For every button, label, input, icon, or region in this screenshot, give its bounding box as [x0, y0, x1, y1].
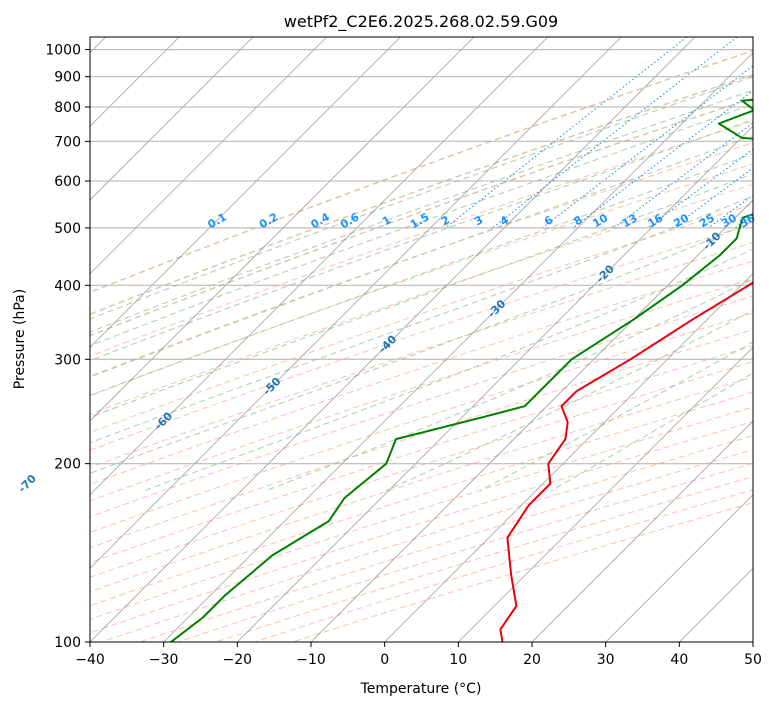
y-axis-label: Pressure (hPa): [12, 289, 28, 389]
isotherm-line: [90, 37, 548, 496]
isotherm-line: [90, 37, 696, 642]
dry-adiabat: [90, 142, 753, 377]
dry-adiabat: [90, 183, 753, 415]
dry-adiabat: [90, 74, 753, 316]
isotherm-line: [310, 199, 753, 642]
y-tick-label: 600: [54, 174, 81, 190]
isotherm-line: [90, 37, 254, 201]
y-tick-label: 500: [54, 221, 81, 237]
dry-adiabat: [90, 49, 753, 294]
mixing-ratio-line: [572, 90, 753, 229]
plot-frame: [89, 36, 754, 643]
moist-adiabat: [90, 153, 753, 397]
temperature-trace: [499, 281, 753, 642]
dry-adiabat: [90, 312, 753, 534]
x-tick-label: −30: [149, 652, 179, 668]
moist-adiabat: [90, 195, 753, 444]
x-tick-label: 20: [523, 652, 541, 668]
y-tick-label: 100: [54, 635, 81, 651]
mixing-ratio-line: [672, 167, 753, 229]
x-tick-label: −10: [296, 652, 326, 668]
sounding-traces: [170, 99, 753, 642]
isotherm-line: [90, 37, 401, 348]
x-axis: −40 −30 −20 −10 0 10 20 30 40 50: [75, 642, 762, 668]
dewpoint-trace: [170, 99, 753, 642]
y-tick-label: 900: [54, 70, 81, 86]
x-tick-label: 50: [744, 652, 762, 668]
y-axis: 100 200 300 400 500 600 700 800 900 1000: [45, 43, 90, 651]
dry-adiabat: [90, 391, 753, 607]
y-tick-label: 300: [54, 352, 81, 368]
isotherm-line: [163, 52, 753, 642]
isotherm-line: [384, 273, 753, 642]
isotherm-line: [458, 346, 753, 642]
chart-title: wetPf2_C2E6.2025.268.02.59.G09: [284, 12, 558, 32]
isotherm-line: [90, 37, 622, 569]
x-tick-label: 0: [380, 652, 389, 668]
mixing-ratio-line: [542, 65, 753, 229]
moist-adiabat: [90, 103, 753, 347]
dry-adiabat: [90, 278, 753, 502]
isotherm-line: [90, 37, 475, 422]
moist-adiabat: [385, 309, 753, 492]
isotherm-line: [605, 494, 753, 642]
y-tick-label: 800: [54, 100, 81, 116]
x-tick-label: −20: [223, 652, 253, 668]
moist-adiabat: [90, 76, 753, 320]
x-tick-label: 40: [670, 652, 688, 668]
isotherm-line: [90, 37, 327, 275]
x-axis-label: Temperature (°C): [360, 681, 482, 697]
moist-adiabat: [90, 173, 753, 418]
dry-adiabat: [90, 97, 753, 337]
x-tick-label: 30: [597, 652, 615, 668]
moist-adiabat: [90, 135, 753, 378]
dry-adiabat: [90, 223, 753, 451]
y-tick-label: 400: [54, 278, 81, 294]
pressure-gridlines: [90, 49, 753, 642]
y-tick-label: 1000: [45, 43, 81, 59]
x-tick-label: 10: [449, 652, 467, 668]
y-tick-label: 200: [54, 457, 81, 473]
y-tick-label: 700: [54, 134, 81, 150]
dry-adiabat: [90, 163, 753, 396]
isotherm-line: [531, 420, 753, 642]
dry-adiabat: [90, 361, 753, 578]
background-lines: [90, 37, 753, 642]
x-tick-label: −40: [75, 652, 105, 668]
